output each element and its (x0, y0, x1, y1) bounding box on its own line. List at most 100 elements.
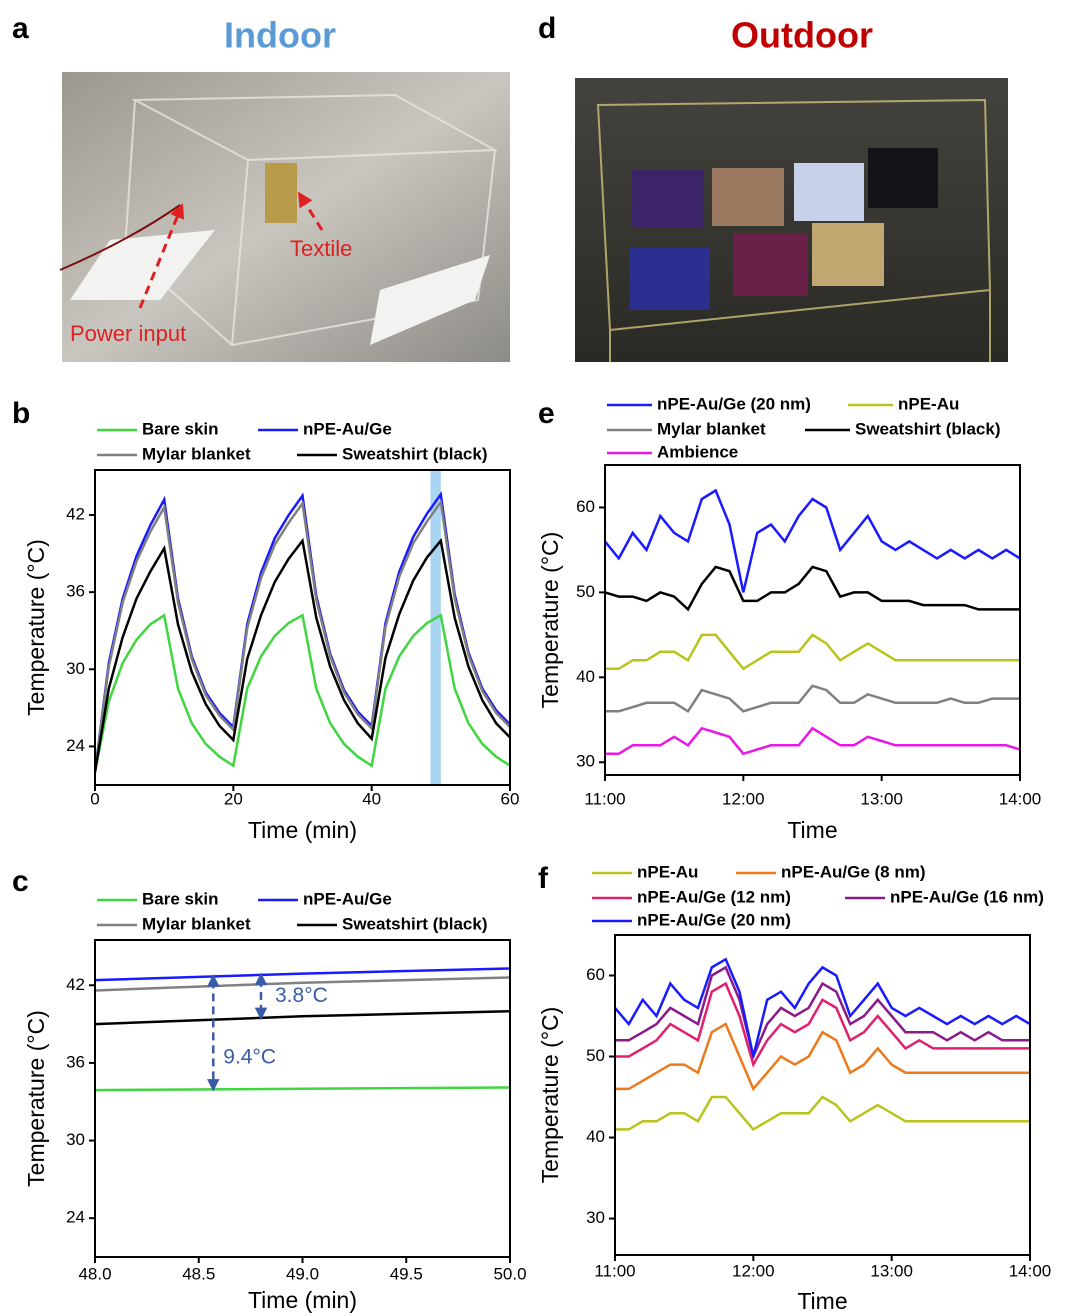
series-line (605, 565, 1020, 612)
legend-label: Mylar blanket (142, 914, 251, 933)
acrylic-box (596, 98, 992, 362)
panel-letter: c (12, 865, 29, 898)
y-tick-label: 42 (66, 504, 85, 523)
series-line (95, 967, 510, 982)
series-line (615, 981, 1030, 1068)
legend-label: Sweatshirt (black) (342, 914, 488, 933)
legend-label: Bare skin (142, 419, 219, 438)
series-line (605, 684, 1020, 714)
series-line (95, 976, 510, 992)
y-tick-label: 36 (66, 1052, 85, 1071)
photo-label: Textile (290, 236, 352, 261)
y-tick-label: 40 (586, 1127, 605, 1146)
legend-label: nPE-Au (637, 862, 698, 881)
foam (370, 255, 490, 345)
series-line (615, 957, 1030, 1057)
series-line (95, 498, 510, 773)
legend-label: nPE-Au/Ge (12 nm) (637, 887, 791, 906)
x-tick-label: 13:00 (860, 789, 903, 808)
x-tick-label: 14:00 (999, 789, 1042, 808)
photo-label: Power input (70, 321, 186, 346)
sample (868, 148, 938, 208)
series-line (605, 726, 1020, 756)
x-tick-label: 48.0 (78, 1264, 111, 1283)
plot-frame (94, 469, 511, 786)
panel-letter: e (538, 397, 555, 430)
annotation: 9.4°C (223, 1045, 276, 1068)
y-tick-label: 60 (586, 965, 605, 984)
chart: b 0 20 40 60 24 30 36 42 Time (min) Temperature (°… (12, 397, 519, 843)
panel-a: a Indoor Power input Textile (12, 12, 510, 362)
legend-label: nPE-Au/Ge (303, 419, 392, 438)
panel-d: d Outdoor (538, 12, 1008, 362)
series-line (605, 488, 1020, 593)
plot-frame (614, 934, 1031, 1256)
series-line (95, 613, 510, 773)
y-tick-label: 30 (66, 1130, 85, 1149)
panel-title: Outdoor (731, 15, 873, 56)
series-line (95, 537, 510, 773)
series-line (95, 1086, 510, 1092)
x-tick-label: 20 (224, 789, 243, 808)
legend-label: nPE-Au/Ge (303, 889, 392, 908)
x-axis-title: Time (min) (248, 817, 357, 843)
arrow (138, 203, 185, 309)
x-tick-label: 11:00 (594, 1261, 635, 1280)
y-axis-title: Temperature (°C) (23, 539, 49, 716)
textile (265, 163, 297, 223)
panel-letter: b (12, 397, 30, 430)
x-tick-label: 48.5 (182, 1264, 215, 1283)
legend-label: Mylar blanket (142, 444, 251, 463)
chart: f 11:00 12:00 13:00 14:00 30 40 50 60 Time Tempera… (537, 862, 1051, 1314)
y-axis-title: Temperature (°C) (537, 1007, 563, 1184)
x-axis-title: Time (min) (248, 1287, 357, 1313)
x-tick-label: 49.5 (390, 1264, 423, 1283)
panel-letter: a (12, 12, 29, 45)
legend-label: nPE-Au/Ge (20 nm) (637, 910, 791, 929)
arrow (298, 191, 324, 231)
series-line (95, 1009, 510, 1026)
x-tick-label: 49.0 (286, 1264, 319, 1283)
sample (794, 163, 864, 221)
legend-label: nPE-Au/Ge (16 nm) (890, 887, 1044, 906)
sample (632, 170, 704, 228)
x-tick-label: 40 (362, 789, 381, 808)
y-tick-label: 24 (66, 736, 85, 755)
legend-label: Bare skin (142, 889, 219, 908)
legend-label: Sweatshirt (black) (342, 444, 488, 463)
panel-title: Indoor (224, 15, 336, 56)
x-tick-label: 11:00 (584, 789, 625, 808)
x-axis-title: Time (797, 1288, 847, 1314)
y-tick-label: 24 (66, 1208, 85, 1227)
y-tick-label: 30 (586, 1208, 605, 1227)
series-line (615, 1022, 1030, 1092)
panel-letter: d (538, 12, 556, 45)
y-tick-label: 60 (576, 497, 595, 516)
charts: b 0 20 40 60 24 30 36 42 Time (min) Temperature (°… (12, 394, 1051, 1314)
plot-frame (604, 464, 1021, 776)
x-tick-label: 0 (90, 789, 99, 808)
series-line (615, 965, 1030, 1061)
legend-label: nPE-Au (898, 394, 959, 413)
x-tick-label: 60 (501, 789, 520, 808)
sample (733, 233, 808, 296)
x-tick-label: 13:00 (870, 1261, 913, 1280)
chart: e 11:00 12:00 13:00 14:00 30 40 50 60 Time Tempera… (537, 394, 1041, 843)
legend-label: nPE-Au/Ge (8 nm) (781, 862, 926, 881)
legend-label: Mylar blanket (657, 419, 766, 438)
sample (630, 248, 710, 310)
y-axis-title: Temperature (°C) (537, 532, 563, 709)
sample (712, 168, 784, 226)
y-tick-label: 30 (66, 659, 85, 678)
y-tick-label: 42 (66, 975, 85, 994)
chart: c 48.0 48.5 49.0 49.5 50.0 24 30 36 42 Time (min) T… (12, 865, 527, 1313)
legend-label: Sweatshirt (black) (855, 419, 1001, 438)
annotation: 3.8°C (275, 984, 328, 1007)
sample (812, 223, 884, 286)
y-tick-label: 50 (576, 582, 595, 601)
y-tick-label: 36 (66, 582, 85, 601)
x-tick-label: 50.0 (493, 1264, 526, 1283)
series-line (615, 1095, 1030, 1132)
y-tick-label: 40 (576, 667, 595, 686)
